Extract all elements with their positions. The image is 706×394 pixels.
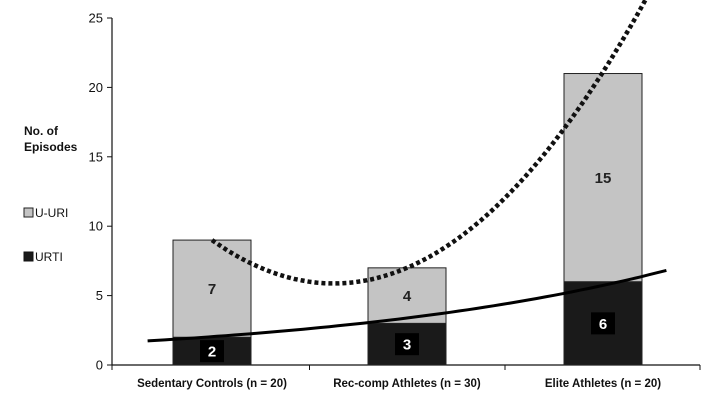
trendline-urti bbox=[147, 268, 667, 343]
data-label-u-uri-1: 7 bbox=[208, 281, 216, 298]
legend-label-urti: URTI bbox=[35, 250, 63, 264]
y-tick-label: 10 bbox=[89, 219, 103, 234]
data-label-urti-2: 3 bbox=[395, 333, 419, 356]
y-tick-label: 0 bbox=[96, 358, 103, 373]
legend-swatch-u-uri bbox=[23, 207, 34, 218]
data-label-bg bbox=[591, 312, 615, 335]
data-label-u-uri-3: 15 bbox=[595, 170, 612, 187]
data-label-text: 7 bbox=[208, 281, 216, 298]
data-label-text: 2 bbox=[208, 344, 216, 361]
trendline-total bbox=[210, 0, 648, 286]
data-label-text: 4 bbox=[403, 288, 412, 305]
trendlines bbox=[147, 0, 667, 343]
data-label-text: 15 bbox=[595, 170, 612, 187]
legend-swatch-urti bbox=[23, 251, 34, 262]
y-tick-label: 20 bbox=[89, 80, 103, 95]
data-label-bg bbox=[200, 340, 224, 363]
data-label-urti-3: 6 bbox=[591, 312, 615, 335]
x-tick-label: Rec-comp Athletes (n = 30) bbox=[333, 378, 481, 390]
y-axis-label-line-1: No. of bbox=[24, 124, 59, 138]
legend: U-URI URTI bbox=[23, 206, 68, 264]
y-axis-label-line-2: Episodes bbox=[24, 140, 78, 154]
legend-item-urti: URTI bbox=[23, 250, 63, 264]
legend-item-u-uri: U-URI bbox=[23, 206, 68, 220]
x-tick-label: Elite Athletes (n = 20) bbox=[545, 378, 661, 390]
x-tick-label: Sedentary Controls (n = 20) bbox=[137, 378, 287, 390]
data-labels: 2 7 3 4 6 15 bbox=[200, 170, 615, 363]
y-tick-label: 5 bbox=[96, 288, 103, 303]
axes: 0 5 10 15 20 25 Sedentary Controls (n = 20) Rec… bbox=[89, 11, 701, 390]
legend-label-u-uri: U-URI bbox=[35, 206, 68, 220]
data-label-text: 3 bbox=[403, 337, 411, 354]
y-tick-label: 25 bbox=[89, 11, 103, 26]
y-tick-label: 15 bbox=[89, 149, 103, 164]
bars bbox=[172, 73, 643, 366]
data-label-u-uri-2: 4 bbox=[403, 288, 412, 305]
data-label-text: 6 bbox=[599, 316, 607, 333]
data-label-bg bbox=[395, 333, 419, 356]
data-label-urti-1: 2 bbox=[200, 340, 224, 363]
